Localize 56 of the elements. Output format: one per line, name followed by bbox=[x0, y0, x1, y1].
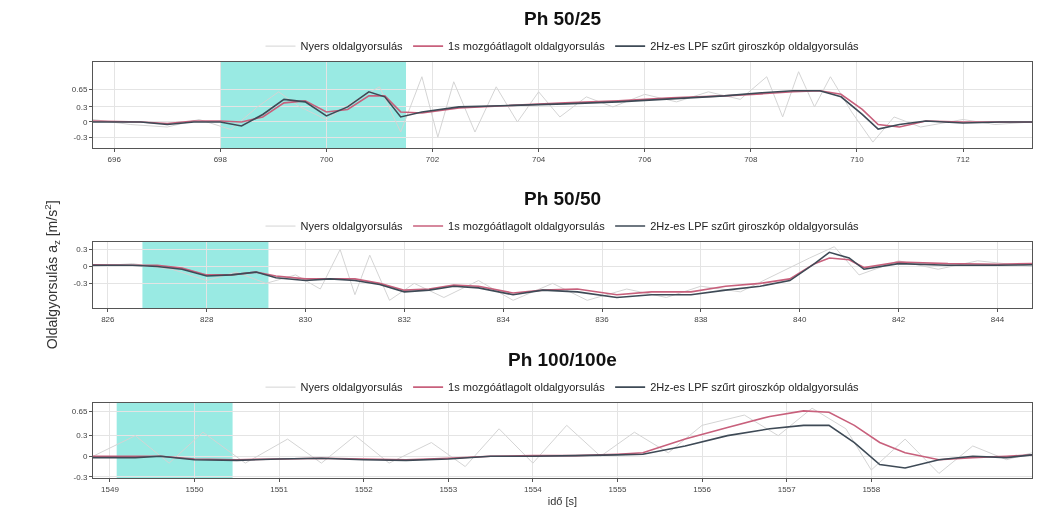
x-tick-label: 704 bbox=[531, 154, 546, 164]
chart-title: Ph 50/25 bbox=[524, 8, 602, 29]
x-tick-label: 828 bbox=[199, 314, 214, 324]
x-tick-label: 832 bbox=[397, 314, 412, 324]
x-tick-label: 700 bbox=[319, 154, 334, 164]
x-tick-label: 1555 bbox=[608, 484, 627, 494]
y-tick-label: -0.3 bbox=[73, 132, 88, 142]
legend-label: Nyers oldalgyorsulás bbox=[300, 40, 404, 53]
legend-label: 1s mozgóátlagolt oldalgyorsulás bbox=[448, 40, 606, 53]
y-tick-label: 0.65 bbox=[71, 407, 88, 417]
y-tick-label: -0.3 bbox=[73, 472, 88, 482]
x-tick-label: 1551 bbox=[270, 484, 289, 494]
y-tick-label: -0.3 bbox=[73, 279, 88, 289]
y-tick-label: 0.3 bbox=[76, 245, 88, 255]
legend-label: 1s mozgóátlagolt oldalgyorsulás bbox=[448, 381, 606, 394]
legend-label: 2Hz-es LPF szűrt giroszkóp oldalgyorsulás bbox=[650, 381, 860, 394]
x-tick-label: 698 bbox=[213, 154, 228, 164]
legend-label: Nyers oldalgyorsulás bbox=[300, 381, 404, 394]
chart-title: Ph 100/100e bbox=[508, 349, 617, 370]
x-tick-label: 830 bbox=[298, 314, 313, 324]
x-tick-label: 834 bbox=[496, 314, 511, 324]
x-tick-label: 706 bbox=[638, 154, 652, 164]
legend-label: 2Hz-es LPF szűrt giroszkóp oldalgyorsulás bbox=[650, 220, 860, 233]
x-tick-label: 710 bbox=[850, 154, 865, 164]
x-tick-label: 840 bbox=[793, 314, 807, 324]
x-tick-label: 1553 bbox=[439, 484, 458, 494]
x-tick-label: 836 bbox=[595, 314, 610, 324]
x-tick-label: 712 bbox=[956, 154, 971, 164]
y-tick-label: 0.65 bbox=[71, 85, 88, 95]
y-tick-label: 0 bbox=[82, 452, 88, 462]
y-tick-label: 0.3 bbox=[76, 431, 88, 441]
x-tick-label: 844 bbox=[990, 314, 1005, 324]
y-tick-label: 0 bbox=[82, 117, 88, 127]
x-tick-label: 826 bbox=[101, 314, 116, 324]
line-series bbox=[93, 407, 1032, 474]
line-series bbox=[93, 424, 1032, 469]
x-tick-label: 1552 bbox=[354, 484, 374, 494]
x-tick-label: 1550 bbox=[185, 484, 204, 494]
legend-label: 2Hz-es LPF szűrt giroszkóp oldalgyorsulás bbox=[650, 40, 860, 53]
legend-label: 1s mozgóátlagolt oldalgyorsulás bbox=[448, 220, 606, 233]
legend-label: Nyers oldalgyorsulás bbox=[300, 220, 404, 233]
x-tick-label: 1549 bbox=[101, 484, 120, 494]
x-tick-label: 696 bbox=[107, 154, 122, 164]
x-tick-label: 842 bbox=[891, 314, 906, 324]
chart-title: Ph 50/50 bbox=[524, 188, 602, 209]
x-tick-label: 1556 bbox=[693, 484, 712, 494]
x-tick-label: 702 bbox=[425, 154, 440, 164]
x-tick-label: 708 bbox=[744, 154, 759, 164]
x-tick-label: 1554 bbox=[523, 484, 543, 494]
y-tick-label: 0.3 bbox=[76, 102, 88, 112]
x-tick-label: 838 bbox=[694, 314, 709, 324]
x-axis-title: idő [s] bbox=[547, 495, 578, 508]
y-tick-label: 0 bbox=[82, 262, 88, 272]
x-tick-label: 1557 bbox=[777, 484, 797, 494]
line-series bbox=[93, 257, 1032, 296]
x-tick-label: 1558 bbox=[862, 484, 881, 494]
